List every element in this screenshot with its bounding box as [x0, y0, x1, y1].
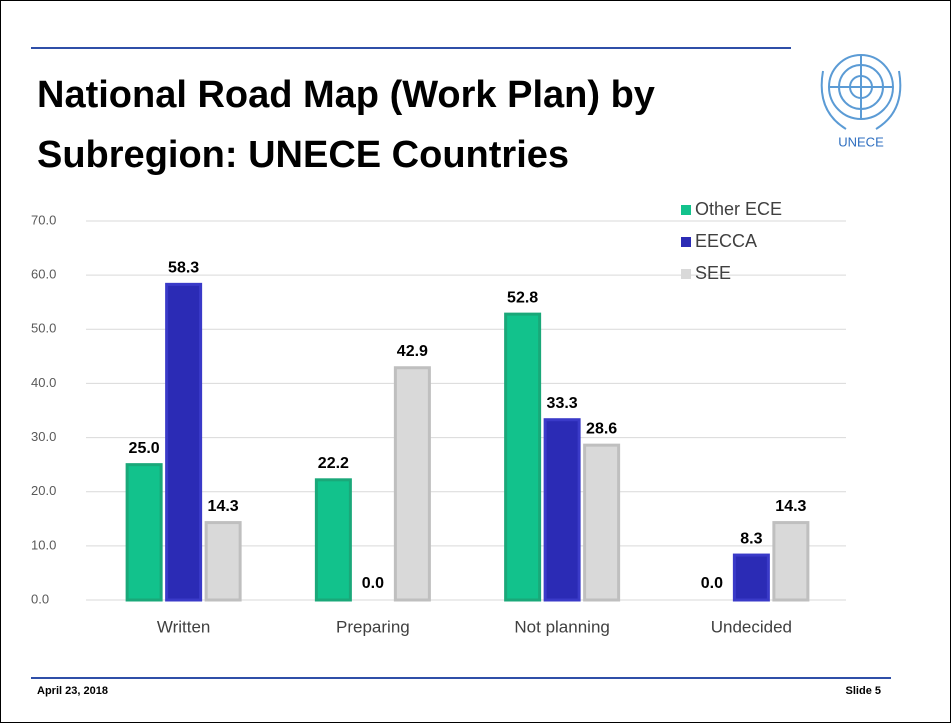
x-tick-label: Undecided	[711, 617, 792, 636]
y-tick-label: 70.0	[31, 212, 56, 227]
value-label: 0.0	[701, 575, 723, 592]
y-tick-label: 20.0	[31, 483, 56, 498]
bar	[204, 521, 242, 602]
bar	[165, 282, 203, 602]
y-tick-label: 0.0	[31, 591, 49, 606]
y-tick-label: 30.0	[31, 429, 56, 444]
legend-label: EECCA	[695, 231, 757, 251]
value-label: 52.8	[507, 289, 538, 306]
bar	[583, 443, 621, 602]
legend-swatch	[681, 237, 691, 247]
legend-swatch	[681, 205, 691, 215]
x-tick-label: Written	[157, 617, 211, 636]
bar	[543, 418, 581, 602]
x-tick-label: Preparing	[336, 617, 410, 636]
value-label: 8.3	[740, 530, 762, 547]
value-label: 28.6	[586, 420, 617, 437]
value-label: 22.2	[318, 455, 349, 472]
bar	[772, 521, 810, 602]
y-tick-label: 10.0	[31, 537, 56, 552]
bar	[314, 478, 352, 602]
y-tick-label: 40.0	[31, 375, 56, 390]
y-tick-label: 50.0	[31, 321, 56, 336]
bar	[732, 553, 770, 602]
value-label: 58.3	[168, 260, 199, 277]
value-label: 42.9	[397, 343, 428, 360]
legend-label: SEE	[695, 263, 731, 283]
legend-label: Other ECE	[695, 199, 782, 219]
value-label: 33.3	[547, 395, 578, 412]
chart-title: National Road Map (Work Plan) by Subregi…	[37, 74, 655, 176]
logo-text: UNECE	[838, 134, 884, 149]
x-tick-label: Not planning	[514, 617, 609, 636]
bar	[393, 366, 431, 602]
bar	[125, 463, 163, 602]
un-logo	[820, 54, 902, 130]
bar	[504, 312, 542, 602]
footer-slide: Slide 5	[846, 685, 881, 697]
y-tick-label: 60.0	[31, 267, 56, 282]
value-label: 14.3	[775, 498, 806, 515]
value-label: 0.0	[362, 575, 384, 592]
value-label: 25.0	[129, 440, 160, 457]
value-label: 14.3	[208, 498, 239, 515]
legend-swatch	[681, 269, 691, 279]
footer-date: April 23, 2018	[37, 685, 108, 697]
